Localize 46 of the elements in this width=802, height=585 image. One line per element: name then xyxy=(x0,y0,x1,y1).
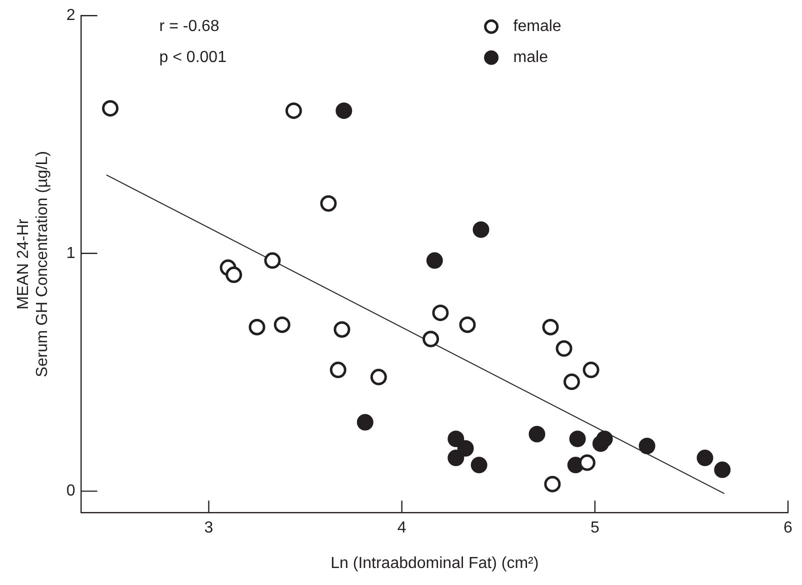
point xyxy=(459,316,476,333)
point xyxy=(334,321,350,338)
point xyxy=(432,304,449,322)
point xyxy=(582,362,600,378)
point xyxy=(336,102,352,119)
point xyxy=(448,450,464,466)
point xyxy=(714,462,731,478)
point xyxy=(330,362,346,378)
legend-label: female xyxy=(513,18,562,36)
point xyxy=(426,252,443,269)
point xyxy=(285,102,302,119)
y-tick-label: 0 xyxy=(66,482,76,500)
y-axis-title: MEAN 24-Hr Serum GH Concentration (µg/L) xyxy=(15,151,52,378)
point xyxy=(102,100,119,117)
point xyxy=(528,426,546,442)
point xyxy=(264,252,281,269)
annotation: p < 0.001 xyxy=(159,49,227,66)
y-tick-label: 2 xyxy=(66,7,76,24)
y-tick-label: 1 xyxy=(66,244,76,262)
point xyxy=(569,430,586,448)
point xyxy=(274,316,290,333)
point xyxy=(472,221,490,238)
x-tick-label: 5 xyxy=(590,520,600,537)
point xyxy=(448,430,464,448)
x-tick-label: 3 xyxy=(204,520,214,537)
legend-label: male xyxy=(513,49,548,66)
point xyxy=(592,435,609,452)
x-axis-title: Ln (Intraabdominal Fat) (cm²) xyxy=(330,554,539,572)
point xyxy=(696,450,714,466)
point xyxy=(578,454,596,471)
x-tick-label: 6 xyxy=(784,520,793,537)
point xyxy=(563,374,580,390)
point xyxy=(542,318,559,336)
point xyxy=(356,414,374,430)
point xyxy=(457,440,474,457)
annotation: r = -0.68 xyxy=(159,18,220,36)
point xyxy=(422,330,440,348)
point xyxy=(320,195,337,212)
x-tick-label: 4 xyxy=(397,520,406,537)
point xyxy=(226,266,242,284)
point xyxy=(370,368,387,386)
point xyxy=(638,438,656,454)
point xyxy=(248,318,266,336)
point xyxy=(556,340,572,357)
point xyxy=(470,456,488,474)
point xyxy=(544,476,561,492)
